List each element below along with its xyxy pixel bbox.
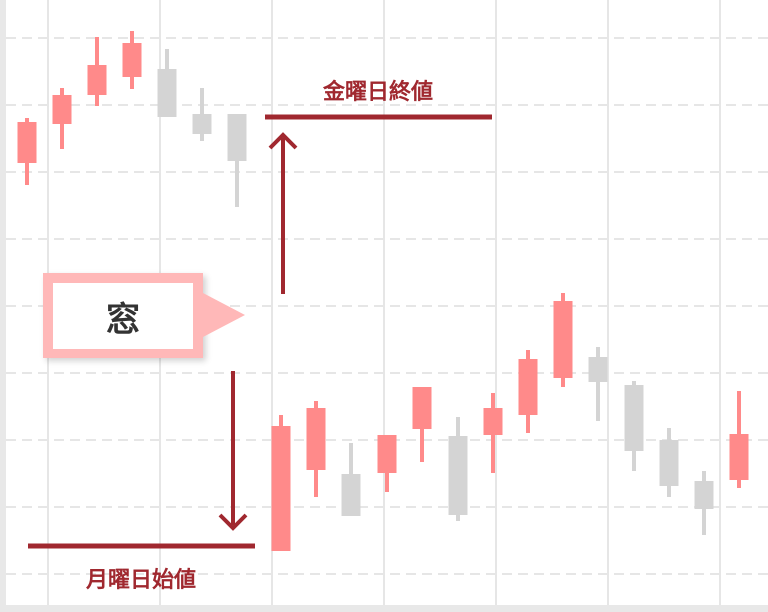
arrow-down-icon <box>218 371 248 531</box>
candle-bearish <box>227 114 247 207</box>
arrow-up-icon <box>268 132 298 294</box>
candle-body <box>659 440 679 486</box>
candles <box>17 31 749 551</box>
candle-body <box>227 114 247 161</box>
candle-bullish <box>306 401 326 497</box>
candle-body <box>17 122 37 163</box>
candle-body <box>448 436 468 515</box>
candle-body <box>87 65 107 95</box>
candle-body <box>341 474 361 516</box>
candle-bullish <box>483 393 503 473</box>
candle-wick <box>596 347 600 421</box>
candle-body <box>553 301 573 378</box>
left-border <box>0 0 6 612</box>
candle-bearish <box>157 49 177 117</box>
candle-body <box>624 385 644 451</box>
candle-bullish <box>377 435 397 492</box>
candle-body <box>306 408 326 470</box>
candle-bearish <box>588 347 608 421</box>
candle-body <box>483 408 503 435</box>
candle-body <box>518 359 538 415</box>
candle-body <box>192 114 212 134</box>
monday-open-label: 月曜日始値 <box>85 568 197 593</box>
candle-bearish <box>448 417 468 521</box>
candle-body <box>271 426 291 551</box>
candle-body <box>729 434 749 480</box>
candle-body <box>122 43 142 77</box>
candle-bullish <box>52 88 72 149</box>
candle-bearish <box>192 88 212 141</box>
candle-body <box>52 95 72 124</box>
bottom-border <box>0 605 768 612</box>
candle-body <box>588 357 608 382</box>
friday-close-label: 金曜日終値 <box>322 80 434 105</box>
gap-label: 窓 <box>53 283 193 349</box>
candle-bearish <box>624 381 644 471</box>
candle-bullish <box>271 415 291 551</box>
gap-callout: 窓 <box>43 273 245 358</box>
candle-bullish <box>122 31 142 89</box>
candle-bullish <box>518 350 538 433</box>
candle-body <box>157 69 177 117</box>
candle-bullish <box>17 118 37 185</box>
candle-bullish <box>87 37 107 106</box>
candle-body <box>377 435 397 473</box>
candle-bearish <box>341 443 361 516</box>
candle-bullish <box>553 293 573 387</box>
candle-body <box>412 387 432 429</box>
candle-bearish <box>694 471 714 535</box>
candle-body <box>694 481 714 509</box>
candle-bullish <box>412 387 432 462</box>
callout-pointer <box>203 293 245 337</box>
candle-bullish <box>729 391 749 488</box>
candle-bearish <box>659 428 679 497</box>
